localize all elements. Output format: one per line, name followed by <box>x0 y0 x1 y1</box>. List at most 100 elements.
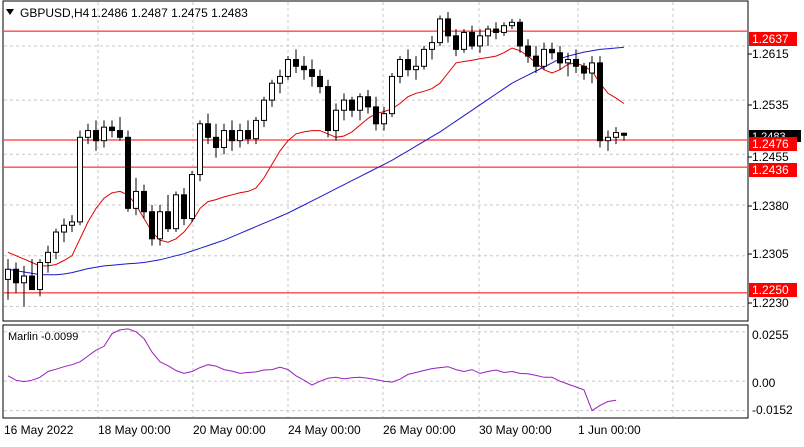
level-label-2[interactable]: 1.2476 <box>749 137 797 151</box>
main-chart-frame[interactable] <box>2 0 749 322</box>
time-label: 30 May 00:00 <box>479 423 552 437</box>
candle-bull <box>485 28 491 37</box>
candle-bear <box>445 18 451 37</box>
candle-bear <box>469 31 475 47</box>
indicator-tick: -0.0152 <box>752 403 793 417</box>
candle-bull <box>101 126 107 142</box>
candle-bull <box>589 62 595 74</box>
level-label-1[interactable]: 1.2637 <box>749 32 797 46</box>
candle-bear <box>549 48 555 54</box>
candle-bull <box>397 59 403 77</box>
candle-bull <box>605 136 611 142</box>
level-label-text: 1.2250 <box>752 283 789 297</box>
candle-bull <box>277 75 283 84</box>
candle-bull <box>37 261 43 291</box>
candle-bear <box>493 28 499 33</box>
candle-bull <box>261 99 267 121</box>
time-label: 20 May 00:00 <box>193 423 266 437</box>
candle-bull <box>389 75 395 115</box>
candle-bear <box>525 45 531 57</box>
candle-bull <box>189 174 195 220</box>
candle-bear <box>453 35 459 50</box>
candle-bear <box>621 132 627 136</box>
candle-bear <box>349 99 355 111</box>
level-label-text: 1.2637 <box>752 32 789 46</box>
candlesticks <box>5 12 627 307</box>
moving-averages <box>7 46 625 276</box>
time-label: 24 May 00:00 <box>288 423 361 437</box>
indicator-tick: 0.0255 <box>752 328 789 342</box>
candle-bull <box>45 251 51 263</box>
candle-bull <box>429 42 435 50</box>
candle-bull <box>437 18 443 44</box>
ohlc-readout: 1.2486 1.2487 1.2475 1.2483 <box>91 6 248 20</box>
candle-bull <box>21 275 27 284</box>
candle-bull <box>501 25 507 33</box>
time-label: 26 May 00:00 <box>383 423 456 437</box>
ma-slow-line <box>7 46 625 276</box>
candle-bear <box>13 268 19 284</box>
candle-bear <box>125 136 131 209</box>
candle-bear <box>205 123 211 138</box>
candle-bull <box>413 65 419 71</box>
candle-bull <box>5 268 11 280</box>
price-tick: 1.2615 <box>752 47 789 61</box>
candle-bear <box>29 275 35 291</box>
candle-bull <box>221 130 227 148</box>
candle-bull <box>237 130 243 142</box>
candle-bear <box>373 106 379 125</box>
ma-fast-line <box>7 47 625 267</box>
candle-bull <box>77 136 83 223</box>
candle-bull <box>69 221 75 226</box>
candle-bear <box>325 86 331 132</box>
candle-bull <box>541 48 547 67</box>
candle-bear <box>141 190 147 213</box>
candle-bull <box>133 190 139 209</box>
candle-bear <box>117 130 123 138</box>
candle-bear <box>181 194 187 220</box>
candle-bull <box>421 48 427 67</box>
level-label-4[interactable]: 1.2250 <box>749 283 797 297</box>
indicator-tick: 0.00 <box>752 376 776 390</box>
candle-bear <box>517 21 523 47</box>
candle-bear <box>245 130 251 140</box>
indicator-plot <box>7 328 617 412</box>
level-label-3[interactable]: 1.2436 <box>749 163 797 177</box>
symbol-label: GBPUSD,H4 <box>20 6 90 20</box>
candle-bull <box>269 82 275 101</box>
candle-bull <box>53 231 59 253</box>
candle-bull <box>477 35 483 47</box>
time-label: 18 May 00:00 <box>98 423 171 437</box>
candle-bear <box>557 52 563 64</box>
candle-bear <box>597 62 603 142</box>
candle-bull <box>461 31 467 50</box>
price-tick: 1.2305 <box>752 247 789 261</box>
time-label: 1 Jun 00:00 <box>578 423 641 437</box>
level-label-text: 1.2476 <box>752 137 789 151</box>
candle-bear <box>533 55 539 67</box>
indicator-line <box>7 328 617 412</box>
price-tick: 1.2380 <box>752 199 789 213</box>
price-tick: 1.2455 <box>752 150 789 164</box>
level-label-text: 1.2436 <box>752 163 789 177</box>
candle-bull <box>509 21 515 27</box>
candle-bull <box>565 59 571 64</box>
candle-bear <box>293 59 299 67</box>
candle-bear <box>165 211 171 230</box>
candle-bull <box>341 99 347 111</box>
candle-bull <box>253 119 259 140</box>
candle-bear <box>229 130 235 142</box>
indicator-axis: 0.0255 0.00 -0.0152 <box>752 328 793 417</box>
indicator-label: Marlin -0.0099 <box>8 331 78 343</box>
price-tick: 1.2230 <box>752 296 789 310</box>
candle-bull <box>357 96 363 111</box>
candle-bear <box>309 69 315 77</box>
indicator-frame[interactable] <box>2 324 749 419</box>
candle-bear <box>405 59 411 71</box>
candle-bull <box>173 194 179 230</box>
triangle-down-icon[interactable] <box>6 9 14 15</box>
candle-bear <box>93 130 99 142</box>
price-tick: 1.2535 <box>752 98 789 112</box>
price-axis: 1.2615 1.2535 1.2455 1.2380 1.2305 1.223… <box>752 47 789 310</box>
